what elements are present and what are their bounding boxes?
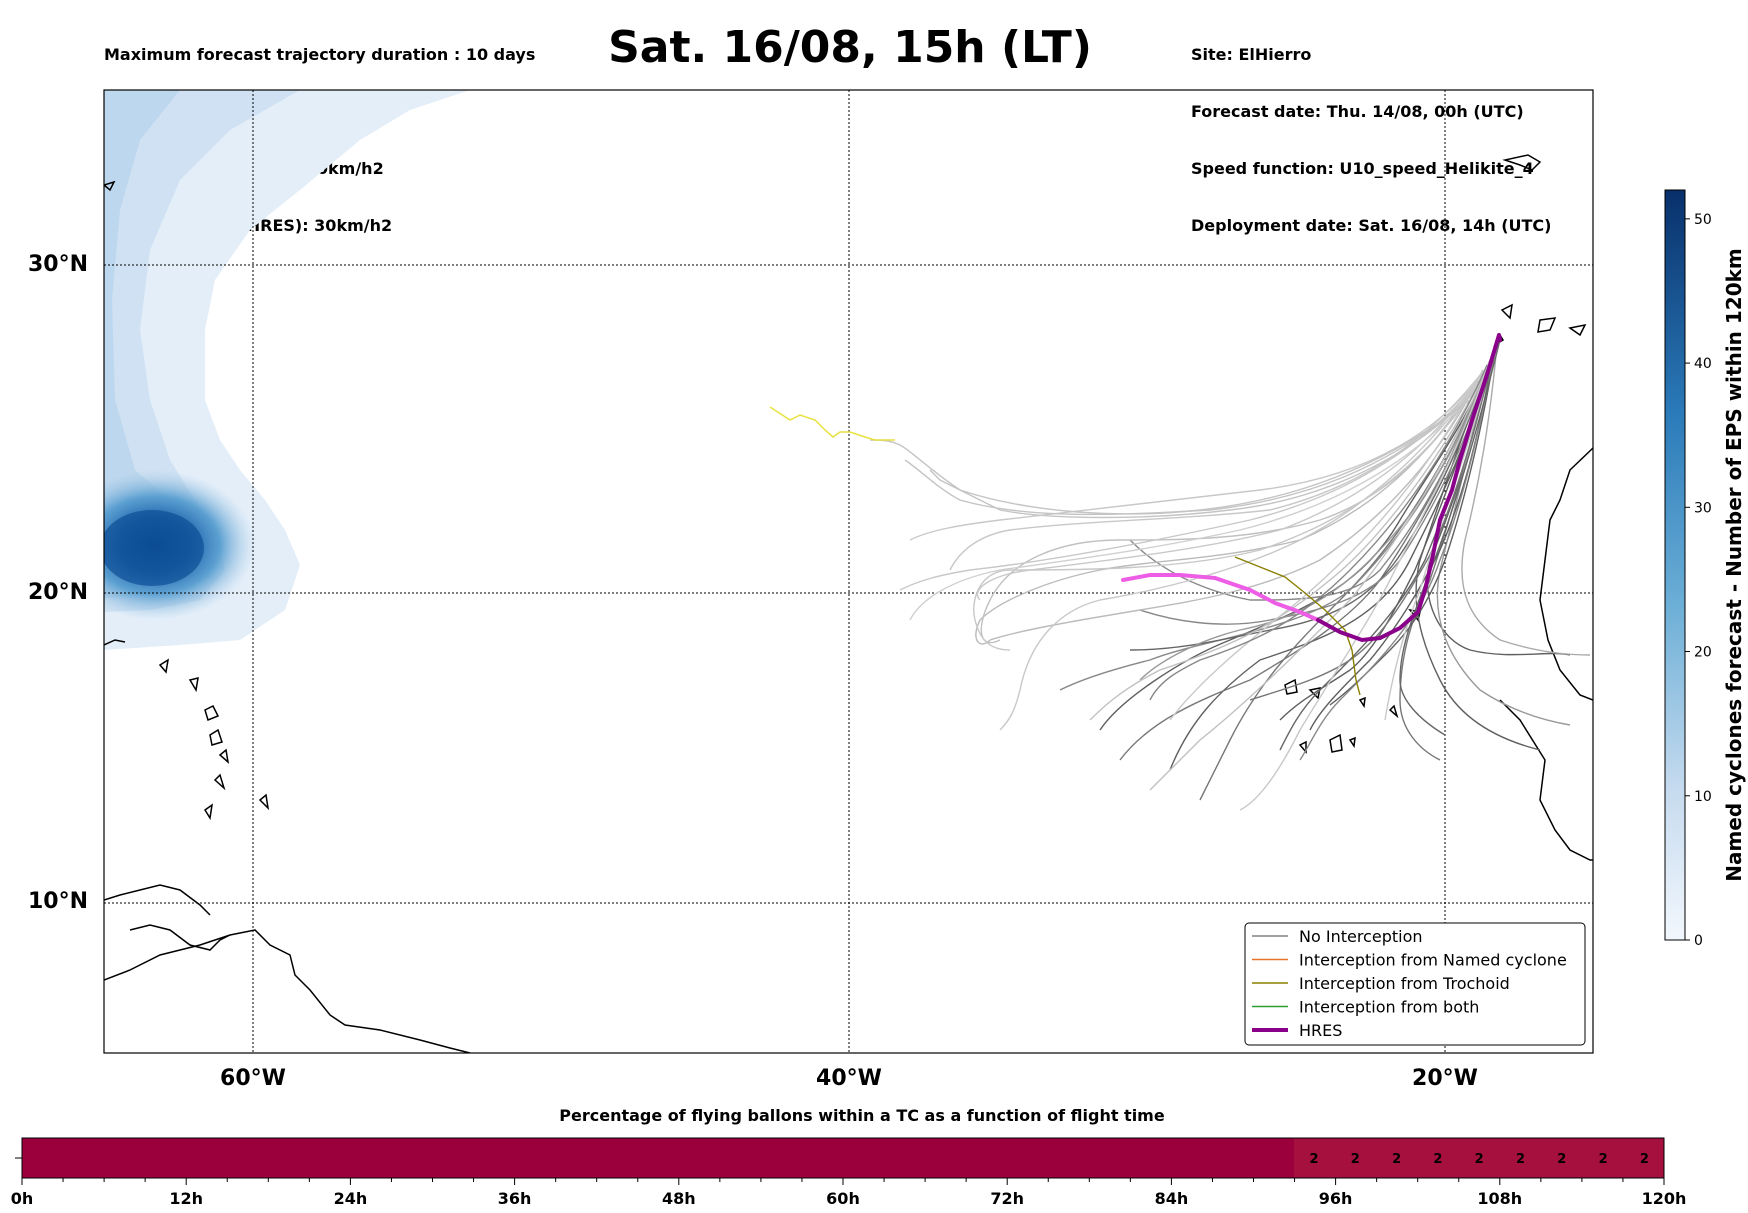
trajectory-start-segment xyxy=(769,406,895,441)
timeline-tick-label-6: 72h xyxy=(990,1189,1024,1208)
timeline-tick-label-0: 0h xyxy=(11,1189,34,1208)
hres-trajectory xyxy=(1121,333,1502,643)
lon-label-60w: 60°W xyxy=(220,1066,286,1091)
timeline-value-6: 2 xyxy=(1557,1152,1566,1167)
colorbar-tick-label-2: 20 xyxy=(1694,645,1712,661)
timeline-tick-label-1: 12h xyxy=(169,1189,203,1208)
timeline-tick-label-5: 60h xyxy=(826,1189,860,1208)
lat-label-30n: 30°N xyxy=(27,252,88,277)
colorbar-tick-label-0: 0 xyxy=(1694,933,1703,949)
lon-label-20w: 20°W xyxy=(1412,1066,1478,1091)
page-title: Sat. 16/08, 15h (LT) xyxy=(608,22,1092,73)
trochoid-interception-track xyxy=(1234,556,1361,696)
run-info-right: Site: ElHierro Forecast date: Thu. 14/08… xyxy=(1191,7,1551,254)
timeline-tick-label-8: 96h xyxy=(1319,1189,1353,1208)
legend-label-1: Interception from Named cyclone xyxy=(1299,951,1567,970)
info-forecast-date: Forecast date: Thu. 14/08, 00h (UTC) xyxy=(1191,102,1524,121)
timeline-tick-label-7: 84h xyxy=(1155,1189,1189,1208)
timeline-value-3: 2 xyxy=(1433,1152,1442,1167)
colorbar-label: Named cyclones forecast - Number of EPS … xyxy=(1722,248,1746,882)
colorbar-tick-label-4: 40 xyxy=(1694,356,1712,372)
lat-label-10n: 10°N xyxy=(27,889,88,914)
timeline-value-2: 2 xyxy=(1392,1152,1401,1167)
lon-label-40w: 40°W xyxy=(816,1066,882,1091)
legend-label-4: HRES xyxy=(1299,1021,1342,1040)
graticule xyxy=(104,90,1593,1053)
timeline-value-0: 2 xyxy=(1309,1152,1318,1167)
timeline-value-4: 2 xyxy=(1475,1152,1484,1167)
timeline-title: Percentage of flying ballons within a TC… xyxy=(559,1106,1165,1125)
flight-time-bar: Percentage of flying ballons within a TC… xyxy=(11,1106,1687,1208)
colorbar-tick-label-1: 10 xyxy=(1694,789,1712,805)
legend: No Interception Interception from Named c… xyxy=(1244,922,1586,1046)
timeline-value-1: 2 xyxy=(1351,1152,1360,1167)
lat-label-20n: 20°N xyxy=(27,580,88,605)
colorbar-tick-label-5: 50 xyxy=(1694,212,1712,228)
legend-label-0: No Interception xyxy=(1299,927,1423,946)
colorbar-tick-label-3: 30 xyxy=(1694,500,1712,516)
info-site: Site: ElHierro xyxy=(1191,45,1312,64)
map-frame xyxy=(103,89,1594,1054)
timeline-tick-label-2: 24h xyxy=(334,1189,368,1208)
legend-label-2: Interception from Trochoid xyxy=(1299,974,1510,993)
timeline-value-8: 2 xyxy=(1640,1152,1649,1167)
timeline-tick-label-9: 108h xyxy=(1477,1189,1522,1208)
timeline-value-5: 2 xyxy=(1516,1152,1525,1167)
ensemble-trajectories xyxy=(869,339,1591,811)
timeline-tick-label-3: 36h xyxy=(498,1189,532,1208)
info-deployment-date: Deployment date: Sat. 16/08, 14h (UTC) xyxy=(1191,216,1552,235)
info-duration: Maximum forecast trajectory duration : 1… xyxy=(104,45,536,64)
colorbar: 0 10 20 30 40 50 Named cyclones forecast - Nu… xyxy=(1664,189,1746,949)
info-speed-function: Speed function: U10_speed_Helikite_4 xyxy=(1191,159,1534,178)
legend-label-3: Interception from both xyxy=(1299,998,1479,1017)
cyclone-density-field xyxy=(104,90,470,650)
timeline-tick-label-10: 120h xyxy=(1642,1189,1687,1208)
timeline-value-7: 2 xyxy=(1599,1152,1608,1167)
coastlines xyxy=(104,154,1593,1053)
timeline-tick-label-4: 48h xyxy=(662,1189,696,1208)
